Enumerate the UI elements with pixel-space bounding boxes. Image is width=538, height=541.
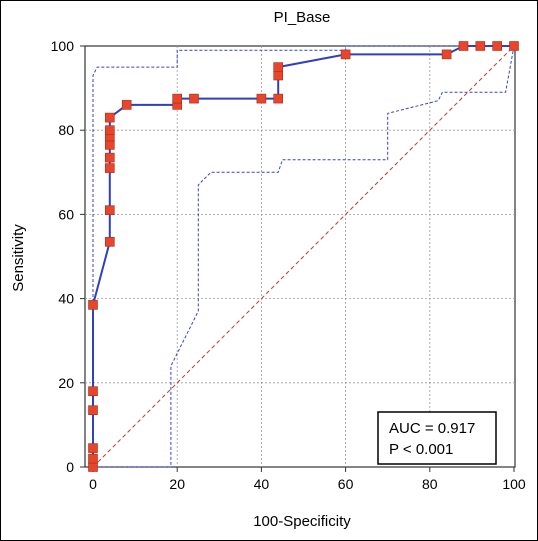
marker-layer bbox=[88, 41, 519, 472]
roc-point-marker bbox=[88, 405, 98, 416]
roc-point-marker bbox=[88, 453, 98, 464]
plot-area bbox=[84, 45, 516, 468]
y-axis-label: Sensitivity bbox=[10, 224, 27, 292]
roc-point-marker bbox=[88, 443, 98, 453]
roc-point-marker bbox=[88, 300, 98, 310]
p-value: P < 0.001 bbox=[389, 441, 453, 458]
roc-point-marker bbox=[105, 112, 115, 123]
series-layer bbox=[92, 45, 515, 468]
roc-curve-line bbox=[92, 45, 514, 467]
roc-point-marker bbox=[105, 163, 115, 173]
x-tick-label: 60 bbox=[338, 476, 354, 492]
y-tick-label: 20 bbox=[58, 375, 74, 391]
x-axis-label: 100-Specificity bbox=[253, 513, 351, 530]
y-tick-label: 100 bbox=[51, 38, 75, 54]
lower-confidence-bound-line bbox=[93, 45, 515, 468]
roc-point-marker bbox=[105, 140, 115, 150]
roc-point-marker bbox=[88, 462, 98, 472]
y-tick-label: 40 bbox=[58, 291, 74, 307]
y-tick-label: 60 bbox=[58, 206, 74, 222]
axis-ticks: 0 20 40 60 80 100 0 20 40 60 80 100 bbox=[51, 38, 526, 492]
roc-point-marker bbox=[105, 205, 115, 215]
auc-value: AUC = 0.917 bbox=[389, 420, 475, 437]
x-tick-label: 20 bbox=[169, 476, 185, 492]
roc-point-marker bbox=[105, 237, 115, 247]
roc-point-marker bbox=[189, 93, 199, 104]
roc-point-marker bbox=[475, 41, 486, 51]
auc-box-border bbox=[377, 411, 497, 465]
y-tick-label: 80 bbox=[58, 122, 74, 138]
x-tick-label: 0 bbox=[89, 476, 97, 492]
roc-point-marker bbox=[273, 70, 284, 81]
roc-point-marker bbox=[105, 152, 115, 163]
x-tick-label: 40 bbox=[254, 476, 270, 492]
roc-point-marker bbox=[441, 49, 452, 60]
y-tick-label: 0 bbox=[66, 459, 74, 475]
roc-point-marker bbox=[105, 125, 115, 135]
chart-title: PI_Base bbox=[274, 9, 331, 26]
roc-point-marker bbox=[509, 41, 519, 51]
x-tick-label: 80 bbox=[422, 476, 438, 492]
roc-point-marker bbox=[273, 62, 284, 72]
roc-point-marker bbox=[121, 100, 132, 110]
roc-point-marker bbox=[256, 93, 267, 104]
roc-point-marker bbox=[273, 93, 284, 104]
reference-diagonal-line bbox=[92, 45, 515, 468]
roc-point-marker bbox=[492, 41, 503, 51]
roc-point-marker bbox=[172, 93, 182, 104]
roc-point-marker bbox=[88, 386, 98, 397]
roc-point-marker bbox=[340, 49, 351, 60]
roc-point-marker bbox=[458, 41, 469, 51]
x-tick-label: 100 bbox=[502, 476, 526, 492]
auc-box: AUC = 0.917 P < 0.001 bbox=[377, 411, 497, 465]
